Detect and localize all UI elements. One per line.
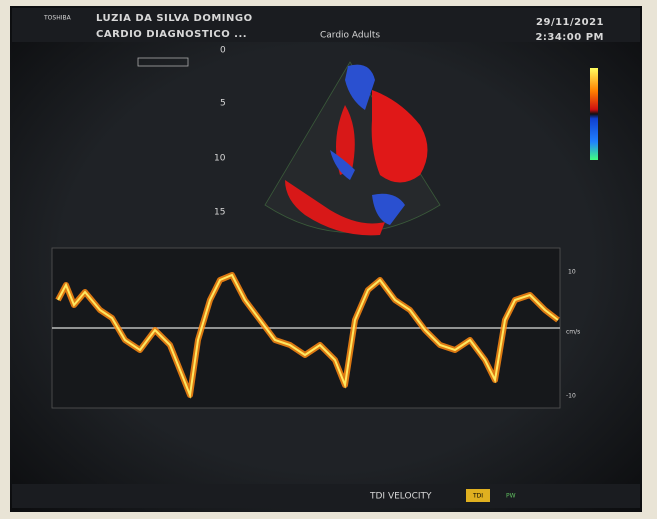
pw-button-label: PW bbox=[506, 493, 516, 500]
depth-label: 5 bbox=[220, 99, 226, 109]
brand: TOSHIBA bbox=[43, 15, 72, 22]
preset: Cardio Adults bbox=[320, 31, 380, 41]
velocity-label: cm/s bbox=[566, 329, 580, 336]
depth-scale: 0 5 10 15 bbox=[214, 46, 226, 218]
date: 29/11/2021 bbox=[536, 17, 604, 28]
color-bar bbox=[590, 68, 598, 160]
depth-label: 15 bbox=[214, 208, 225, 218]
velocity-label: 10 bbox=[568, 269, 576, 276]
tdi-button-label: TDI bbox=[472, 493, 483, 500]
depth-label: 0 bbox=[220, 46, 226, 56]
doppler-peak bbox=[57, 273, 559, 399]
institution: CARDIO DIAGNOSTICO ... bbox=[96, 29, 247, 40]
color-doppler bbox=[285, 64, 428, 236]
footer-bar bbox=[12, 484, 640, 508]
patient-name: LUZIA DA SILVA DOMINGO bbox=[96, 13, 253, 24]
depth-label: 10 bbox=[214, 154, 226, 164]
header-bar bbox=[12, 8, 640, 42]
tdi-button bbox=[466, 489, 490, 502]
zoom-box bbox=[137, 57, 189, 67]
mode-label: TDI VELOCITY bbox=[369, 492, 432, 502]
velocity-label: -10 bbox=[566, 393, 576, 400]
time: 2:34:00 PM bbox=[535, 32, 604, 43]
